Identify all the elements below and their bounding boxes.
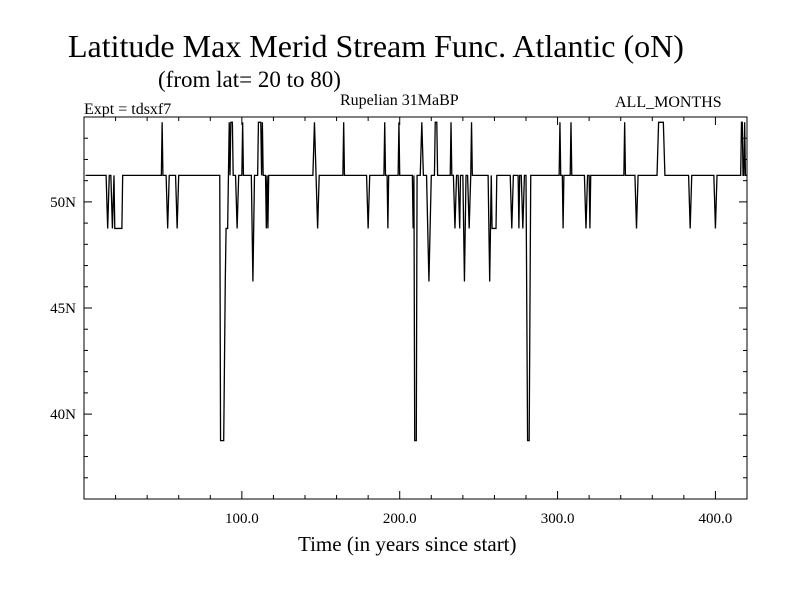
- y-tick-label: 45N: [50, 301, 76, 317]
- x-tick-label: 300.0: [541, 511, 575, 527]
- y-tick-label: 50N: [50, 195, 76, 211]
- x-axis-label: Time (in years since start): [298, 532, 517, 556]
- axis-ticks: [84, 116, 747, 500]
- plot-frame: [83, 116, 748, 500]
- series-line-latitude-max: [85, 121, 747, 442]
- experiment-label: Expt = tdsxf7: [84, 101, 172, 118]
- x-tick-label: 100.0: [225, 511, 259, 527]
- chart-subtitle: (from lat= 20 to 80): [158, 67, 341, 92]
- period-label: Rupelian 31MaBP: [340, 92, 459, 109]
- axis-tick-labels: 100.0 200.0 300.0 400.0 40N 45N 50N: [50, 195, 732, 527]
- x-tick-label: 200.0: [383, 511, 417, 527]
- chart-title: Latitude Max Merid Stream Func. Atlantic…: [68, 28, 684, 64]
- y-tick-label: 40N: [50, 407, 76, 423]
- x-tick-label: 400.0: [699, 511, 733, 527]
- months-label: ALL_MONTHS: [615, 94, 722, 111]
